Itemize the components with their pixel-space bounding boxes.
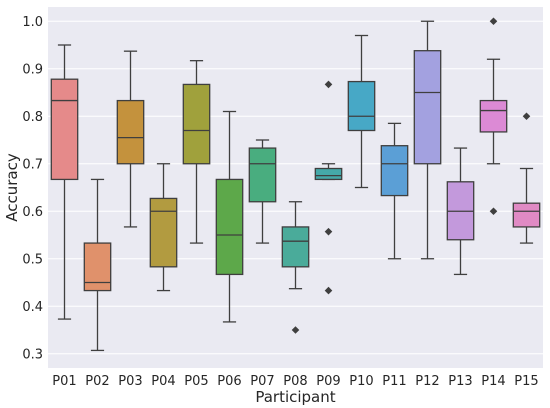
box-P03: [116, 50, 145, 228]
iqr-box: [479, 99, 508, 133]
outlier-point: [489, 17, 498, 26]
iqr-box: [182, 83, 211, 165]
iqr-box: [512, 202, 541, 228]
x-tick-label: P03: [118, 374, 142, 389]
outlier-point: [324, 80, 333, 89]
outlier-point: [291, 326, 300, 334]
box-P05: [182, 60, 211, 244]
x-tick-label: P05: [184, 374, 208, 389]
x-tick-label: P12: [415, 374, 439, 389]
box-P09: [314, 80, 343, 295]
box-P06: [215, 110, 244, 323]
box-P01: [50, 44, 79, 320]
y-tick-label: 0.4: [22, 300, 43, 315]
box-P11: [380, 122, 409, 260]
iqr-box: [347, 80, 376, 132]
iqr-box: [314, 167, 343, 181]
x-axis-ticks: P01 P02 P03 P04 P05 P06 P07 P08 P09 P10 P11 P12 P13 P…: [52, 374, 538, 389]
y-tick-label: 0.3: [22, 347, 43, 362]
x-tick-label: P15: [514, 374, 538, 389]
iqr-box: [50, 78, 79, 181]
x-tick-label: P08: [283, 374, 307, 389]
iqr-box: [215, 178, 244, 276]
x-tick-label: P02: [85, 374, 109, 389]
x-tick-label: P11: [382, 374, 406, 389]
x-tick-label: P01: [52, 374, 76, 389]
x-tick-label: P04: [151, 374, 175, 389]
box-P04: [149, 163, 178, 292]
box-P08: [281, 201, 310, 334]
x-tick-label: P10: [349, 374, 373, 389]
iqr-box: [116, 99, 145, 165]
y-tick-label: 0.5: [22, 252, 43, 267]
x-tick-label: P06: [217, 374, 241, 389]
outlier-point: [324, 227, 333, 236]
y-tick-label: 1.0: [22, 15, 43, 30]
outlier-point: [324, 286, 333, 295]
y-tick-label: 0.7: [22, 157, 43, 172]
iqr-box: [248, 147, 277, 203]
outlier-point: [522, 112, 531, 121]
y-tick-label: 0.8: [22, 110, 43, 125]
x-axis-label: Participant: [255, 388, 335, 406]
boxes: [50, 17, 541, 352]
x-tick-label: P14: [481, 374, 505, 389]
y-tick-label: 0.6: [22, 205, 43, 220]
y-axis-ticks: 0.3 0.4 0.5 0.6 0.7 0.8 0.9 1.0: [22, 15, 43, 363]
box-P12: [413, 20, 442, 260]
box-P07: [248, 139, 277, 244]
x-tick-label: P09: [316, 374, 340, 389]
outlier-point: [489, 207, 498, 216]
iqr-box: [83, 242, 112, 292]
y-tick-label: 0.9: [22, 62, 43, 77]
y-axis-label: Accuracy: [3, 153, 21, 222]
iqr-box: [413, 50, 442, 165]
box-P13: [446, 147, 475, 276]
box-P15: [512, 112, 541, 244]
box-P10: [347, 34, 376, 189]
x-tick-label: P13: [448, 374, 472, 389]
box-P02: [83, 178, 112, 352]
x-tick-label: P07: [250, 374, 274, 389]
box-P14: [479, 17, 508, 216]
iqr-box: [149, 197, 178, 268]
iqr-box: [380, 145, 409, 197]
iqr-box: [281, 226, 310, 268]
